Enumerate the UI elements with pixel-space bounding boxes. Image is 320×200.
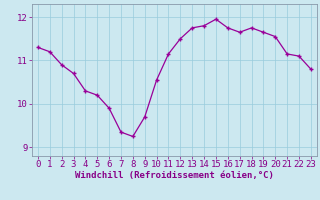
X-axis label: Windchill (Refroidissement éolien,°C): Windchill (Refroidissement éolien,°C) (75, 171, 274, 180)
